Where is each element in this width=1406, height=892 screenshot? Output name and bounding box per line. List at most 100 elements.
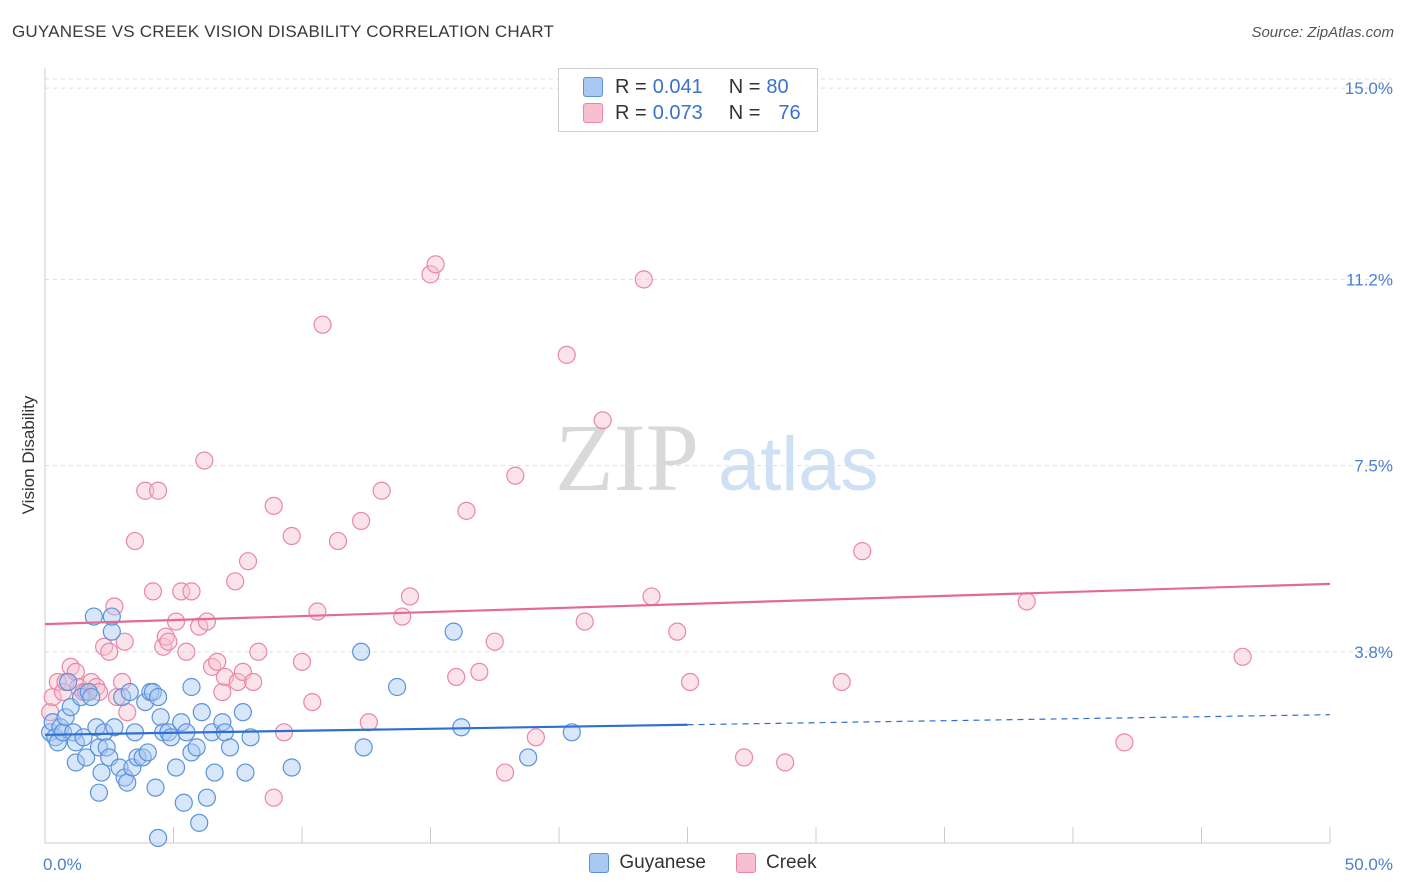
creek-point <box>308 602 327 621</box>
legend-r-label: R = <box>615 75 647 98</box>
creek-point <box>485 632 504 651</box>
creek-point <box>526 728 545 747</box>
creek-point <box>249 642 268 661</box>
creek-point <box>172 582 191 601</box>
creek-point <box>668 622 687 641</box>
legend-item-guyanese[interactable]: Guyanese <box>589 852 706 874</box>
guyanese-point <box>128 748 147 767</box>
creek-swatch <box>583 103 603 123</box>
creek-point <box>734 748 754 767</box>
guyanese-point <box>192 703 211 722</box>
guyanese-point <box>182 677 201 697</box>
legend-row-creek: R = 0.073 N = 76 <box>583 100 801 126</box>
creek-point <box>112 672 132 692</box>
legend-label-creek: Creek <box>765 852 817 873</box>
guyanese-point <box>241 728 260 747</box>
creek-point <box>557 345 576 364</box>
guyanese-point <box>354 738 373 757</box>
guyanese-trendline-extension <box>687 714 1331 726</box>
guyanese-point <box>66 753 85 772</box>
creek-point <box>1233 647 1252 666</box>
guyanese-point <box>352 642 371 661</box>
guyanese-point <box>143 682 163 702</box>
guyanese-point <box>105 718 124 737</box>
guyanese-point <box>92 763 111 782</box>
creek-point <box>447 667 466 687</box>
creek-point <box>352 511 371 531</box>
creek-point <box>680 672 700 692</box>
legend-r-value: 0.073 <box>652 101 703 124</box>
guyanese-point <box>133 748 152 767</box>
guyanese-point <box>89 783 109 802</box>
guyanese-point <box>519 748 538 767</box>
y-tick-label: 15.0% <box>1345 79 1393 98</box>
guyanese-point <box>197 788 217 807</box>
watermark: ZIP atlas <box>555 404 879 511</box>
creek-point <box>292 652 312 671</box>
guyanese-point <box>387 677 407 697</box>
guyanese-point <box>151 708 170 727</box>
guyanese-point <box>220 738 240 757</box>
creek-point <box>143 582 163 601</box>
legend-n-label: N = <box>728 101 761 124</box>
creek-point <box>457 501 476 520</box>
guyanese-point <box>79 682 98 702</box>
guyanese-swatch <box>589 853 610 873</box>
guyanese-point <box>115 768 134 787</box>
creek-point <box>634 270 653 289</box>
creek-point <box>264 496 283 515</box>
creek-point <box>197 612 217 631</box>
legend-label-guyanese: Guyanese <box>619 852 706 873</box>
legend-r-label: R = <box>615 101 647 124</box>
creek-point <box>226 572 245 591</box>
guyanese-point <box>282 758 301 777</box>
guyanese-point <box>148 828 168 848</box>
creek-point <box>393 607 412 626</box>
creek-point <box>166 612 186 631</box>
x-tick-label: 50.0% <box>1345 855 1393 874</box>
creek-point <box>328 531 348 551</box>
legend-n-value: 76 <box>778 101 801 124</box>
legend-item-creek[interactable]: Creek <box>735 852 817 874</box>
legend-n-label: N = <box>728 75 761 98</box>
creek-point <box>832 672 851 692</box>
guyanese-point <box>118 773 137 792</box>
source-label: Source: ZipAtlas.com <box>1251 24 1394 41</box>
guyanese-point <box>182 743 201 762</box>
guyanese-point <box>187 738 206 757</box>
guyanese-points <box>41 607 581 848</box>
trendlines <box>44 582 1331 736</box>
guyanese-point <box>172 713 191 732</box>
guyanese-point <box>56 708 75 727</box>
guyanese-point <box>59 672 78 692</box>
creek-point <box>372 481 391 500</box>
guyanese-point <box>138 743 157 762</box>
creek-point <box>125 531 145 551</box>
creek-point <box>95 637 114 656</box>
guyanese-point <box>166 758 186 777</box>
watermark-zip: ZIP <box>555 404 699 511</box>
creek-point <box>156 627 175 646</box>
creek-point <box>426 255 445 274</box>
creek-point <box>66 662 85 682</box>
guyanese-point <box>233 703 252 722</box>
creek-point <box>213 682 232 702</box>
guyanese-point <box>95 723 114 742</box>
watermark-atlas: atlas <box>718 422 879 507</box>
creek-point <box>238 552 258 571</box>
x-tick-label: 0.0% <box>43 855 82 874</box>
guyanese-point <box>190 813 209 832</box>
guyanese-point <box>562 723 581 742</box>
creek-point <box>244 672 263 692</box>
axes <box>44 68 1331 844</box>
guyanese-point <box>120 682 139 702</box>
legend-n-value: 80 <box>766 75 789 98</box>
guyanese-point <box>102 622 121 641</box>
creek-swatch <box>735 853 756 873</box>
creek-point <box>208 652 227 671</box>
creek-point <box>202 657 222 676</box>
creek-point <box>313 315 332 334</box>
creek-point <box>359 713 378 732</box>
creek-point <box>1115 733 1134 752</box>
creek-point <box>642 587 661 606</box>
